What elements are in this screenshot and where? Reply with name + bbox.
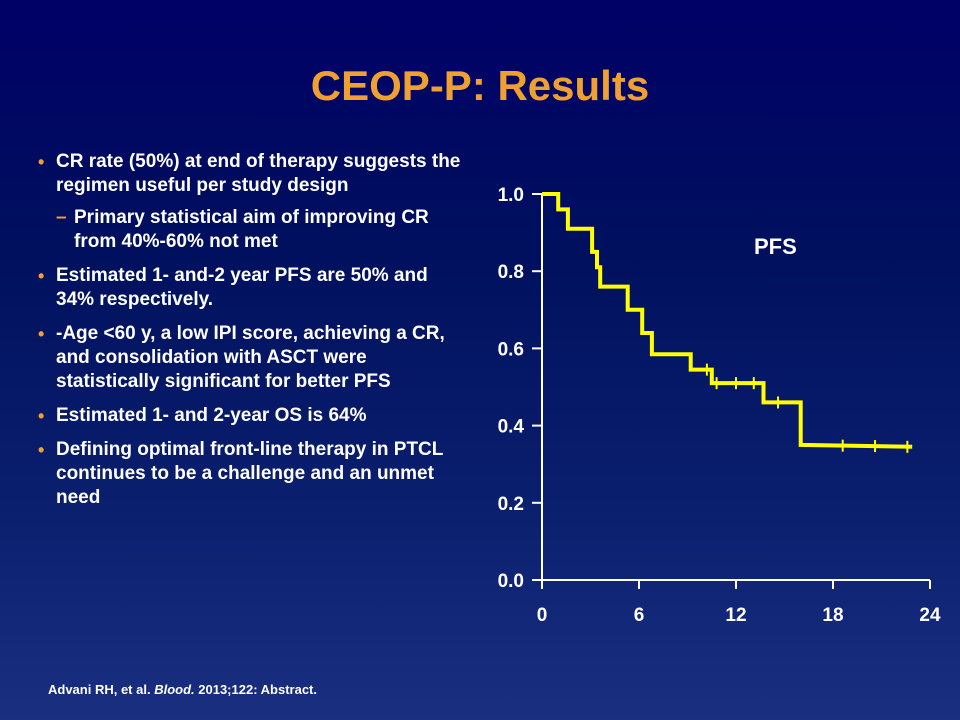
citation-journal: Blood. [154,682,195,697]
x-tick-label: 6 [634,605,645,626]
bullet-cr-rate: CR rate (50%) at end of therapy suggests… [36,150,466,198]
y-tick-label: 0.0 [498,571,524,592]
slide-title: CEOP-P: Results [310,62,650,109]
bullet-os-estimate: Estimated 1- and 2-year OS is 64% [36,404,466,428]
citation: Advani RH, et al. Blood. 2013;122: Abstr… [48,682,317,697]
censor-marks [705,363,909,453]
pfs-kaplan-meier-chart: 0.0 0.2 0.4 0.6 0.8 1.0 0 6 12 18 24 PFS [498,185,941,626]
x-tick-label: 18 [822,605,843,626]
y-axis-ticks: 0.0 0.2 0.4 0.6 0.8 1.0 [498,185,542,592]
pfs-series-label: PFS [754,234,797,259]
x-tick-label: 0 [537,605,548,626]
x-tick-label: 24 [919,605,941,626]
bullet-list: CR rate (50%) at end of therapy suggests… [36,150,466,520]
pfs-curve [542,192,913,449]
sub-bullet-primary-aim: Primary statistical aim of improving CR … [36,206,466,254]
y-tick-label: 0.2 [498,494,524,515]
y-tick-label: 1.0 [498,185,524,206]
y-tick-label: 0.8 [498,262,524,283]
citation-authors: Advani RH, et al. [48,682,155,697]
y-tick-label: 0.4 [498,417,525,438]
x-tick-label: 12 [725,605,746,626]
x-axis-ticks: 0 6 12 18 24 [537,580,941,626]
bullet-unmet-need: Defining optimal front-line therapy in P… [36,438,466,510]
y-tick-label: 0.6 [498,339,524,360]
bullet-pfs-estimate: Estimated 1- and-2 year PFS are 50% and … [36,264,466,312]
citation-details: 2013;122: Abstract. [194,682,317,697]
bullet-prognostic-factors: -Age <60 y, a low IPI score, achieving a… [36,322,466,394]
